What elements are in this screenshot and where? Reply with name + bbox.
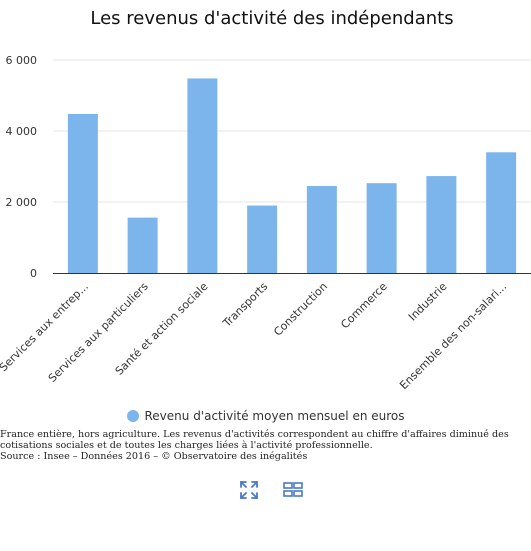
legend-label: Revenu d'activité moyen mensuel en euros bbox=[144, 409, 405, 423]
expand-icon[interactable] bbox=[238, 479, 260, 501]
chart-toolbar bbox=[238, 479, 304, 501]
gridlines bbox=[53, 59, 531, 203]
x-tick-label: Commerce bbox=[338, 280, 390, 332]
bar[interactable] bbox=[247, 205, 278, 273]
caption-line-1: France entière, hors agriculture. Les re… bbox=[0, 429, 509, 440]
y-tick-label: 4 000 bbox=[6, 125, 38, 138]
caption-line-2: cotisations sociales et de toutes les ch… bbox=[0, 440, 373, 451]
bar[interactable] bbox=[306, 186, 337, 273]
legend[interactable]: Revenu d'activité moyen mensuel en euros bbox=[0, 409, 531, 423]
chart-title: Les revenus d'activité des indépendants bbox=[90, 8, 453, 29]
y-axis-ticks: 0 2 000 4 000 6 000 bbox=[6, 54, 38, 280]
y-tick-label: 6 000 bbox=[6, 54, 38, 67]
grid-view-icon[interactable] bbox=[282, 479, 304, 501]
bar[interactable] bbox=[187, 78, 218, 274]
x-tick-label: Transports bbox=[220, 280, 271, 331]
x-tick-label: Construction bbox=[271, 280, 330, 339]
chart-caption: France entière, hors agriculture. Les re… bbox=[0, 429, 531, 462]
bar[interactable] bbox=[426, 176, 457, 273]
bar[interactable] bbox=[67, 113, 98, 274]
bar[interactable] bbox=[127, 217, 158, 273]
y-tick-label: 0 bbox=[30, 267, 37, 280]
y-tick-label: 2 000 bbox=[6, 196, 38, 209]
x-tick-label: Ensemble des non-salari... bbox=[397, 280, 509, 392]
bar[interactable] bbox=[366, 183, 397, 273]
legend-marker bbox=[126, 410, 139, 422]
x-tick-label: Services aux particuliers bbox=[46, 280, 151, 385]
bar[interactable] bbox=[486, 152, 517, 273]
x-axis-labels: Services aux entrep...Services aux parti… bbox=[0, 280, 509, 392]
bar-series[interactable] bbox=[67, 78, 517, 274]
chart-area: Les revenus d'activité des indépendants … bbox=[0, 8, 531, 392]
x-tick-label: Industrie bbox=[406, 280, 450, 324]
caption-source: Source : Insee – Données 2016 – © Observ… bbox=[0, 451, 308, 462]
